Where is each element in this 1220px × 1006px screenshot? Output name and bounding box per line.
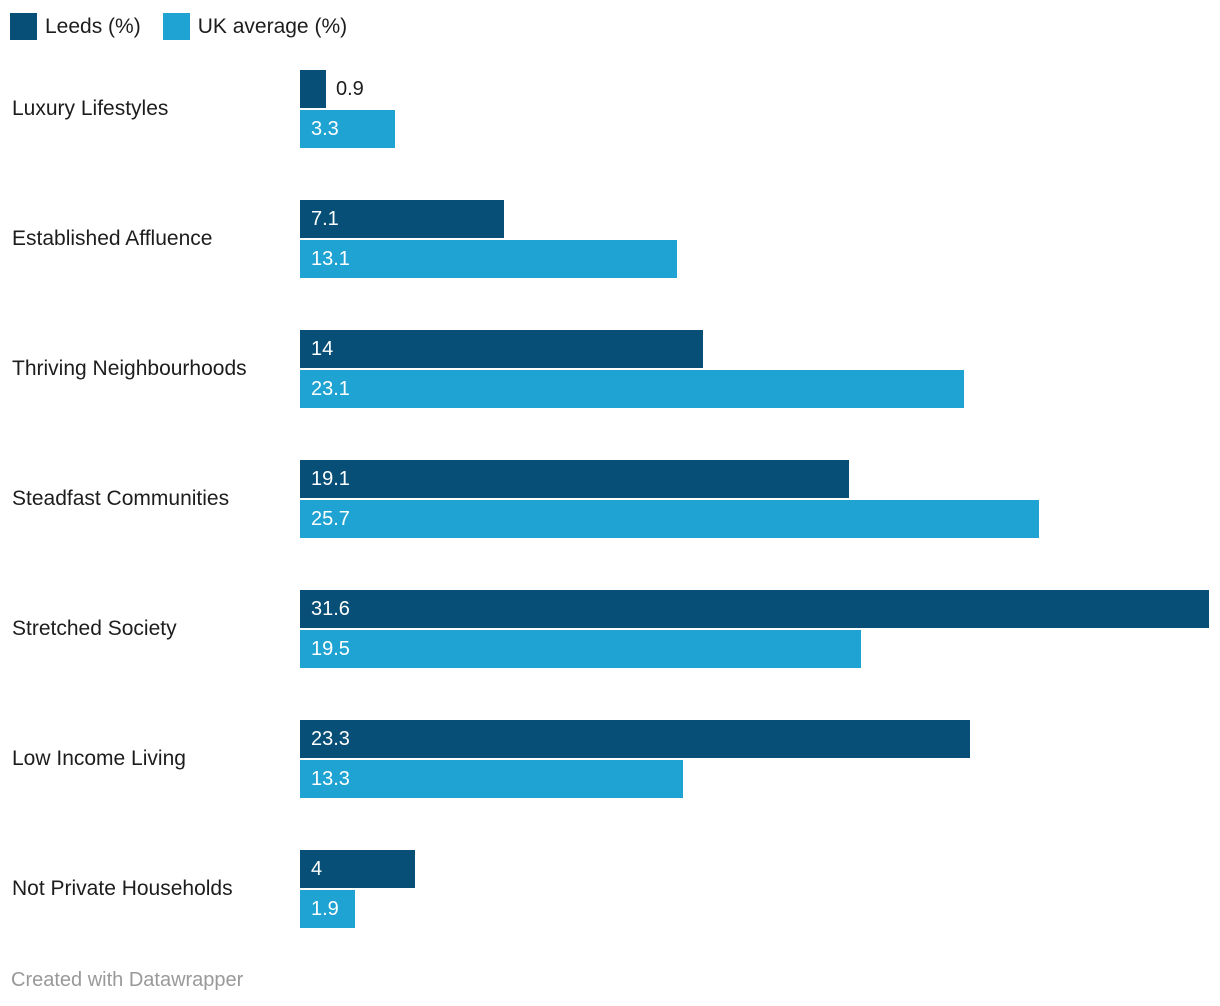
datawrapper-attribution-link[interactable]: Created with Datawrapper <box>11 969 244 991</box>
bar-uk-average[interactable]: 19.5 <box>300 630 861 668</box>
bar-leeds[interactable]: 23.3 <box>300 720 970 758</box>
bar-group: Established Affluence 7.1 13.1 <box>0 200 1220 278</box>
bar-leeds[interactable]: 19.1 <box>300 460 849 498</box>
bar-group: Stretched Society 31.6 19.5 <box>0 590 1220 668</box>
bar-value-label: 13.3 <box>311 768 350 790</box>
category-label: Low Income Living <box>12 747 186 770</box>
bar-uk-average[interactable]: 3.3 <box>300 110 395 148</box>
bar-leeds[interactable]: 31.6 <box>300 590 1209 628</box>
bar-value-label: 19.5 <box>311 638 350 660</box>
bar-group: Steadfast Communities 19.1 25.7 <box>0 460 1220 538</box>
legend-item: UK average (%) <box>162 13 348 40</box>
bar-leeds[interactable]: 0.9 <box>300 70 364 108</box>
bar-value-label: 31.6 <box>311 598 350 620</box>
bar-uk-average[interactable]: 25.7 <box>300 500 1039 538</box>
category-label: Thriving Neighbourhoods <box>12 357 247 380</box>
legend: Leeds (%) UK average (%) <box>10 13 347 40</box>
bar-value-label: 23.1 <box>311 378 350 400</box>
bar-value-label: 0.9 <box>336 78 364 100</box>
legend-swatch <box>10 13 37 40</box>
legend-label: UK average (%) <box>197 15 348 38</box>
legend-label: Leeds (%) <box>45 15 141 38</box>
bar-value-label: 25.7 <box>311 508 350 530</box>
plot-area: Luxury Lifestyles 0.9 3.3 Established Afflu… <box>0 70 1220 928</box>
category-label: Stretched Society <box>12 617 177 640</box>
bar-group: Luxury Lifestyles 0.9 3.3 <box>0 70 1220 148</box>
category-label: Steadfast Communities <box>12 487 230 510</box>
bar-value-label: 1.9 <box>311 898 339 920</box>
bar-leeds[interactable]: 4 <box>300 850 415 888</box>
bar-value-label: 7.1 <box>311 208 339 230</box>
bar-value-label: 3.3 <box>311 118 339 140</box>
bar-uk-average[interactable]: 13.3 <box>300 760 683 798</box>
bar-uk-average[interactable]: 23.1 <box>300 370 964 408</box>
bar-value-label: 4 <box>311 858 323 880</box>
bar-value-label: 14 <box>311 338 334 360</box>
bar-uk-average[interactable]: 1.9 <box>300 890 355 928</box>
legend-item: Leeds (%) <box>10 13 141 40</box>
bar-group: Not Private Households 4 1.9 <box>0 850 1220 928</box>
bar-uk-average[interactable]: 13.1 <box>300 240 677 278</box>
bar-group: Low Income Living 23.3 13.3 <box>0 720 1220 798</box>
category-label: Not Private Households <box>12 877 233 900</box>
bar-value-label: 23.3 <box>311 728 350 750</box>
bar-value-label: 19.1 <box>311 468 350 490</box>
category-label: Luxury Lifestyles <box>12 97 169 120</box>
bar-leeds[interactable]: 7.1 <box>300 200 504 238</box>
category-label: Established Affluence <box>12 227 213 250</box>
bar-value-label: 13.1 <box>311 248 350 270</box>
bar-leeds[interactable]: 14 <box>300 330 703 368</box>
legend-swatch <box>162 13 190 40</box>
bar-group: Thriving Neighbourhoods 14 23.1 <box>0 330 1220 408</box>
